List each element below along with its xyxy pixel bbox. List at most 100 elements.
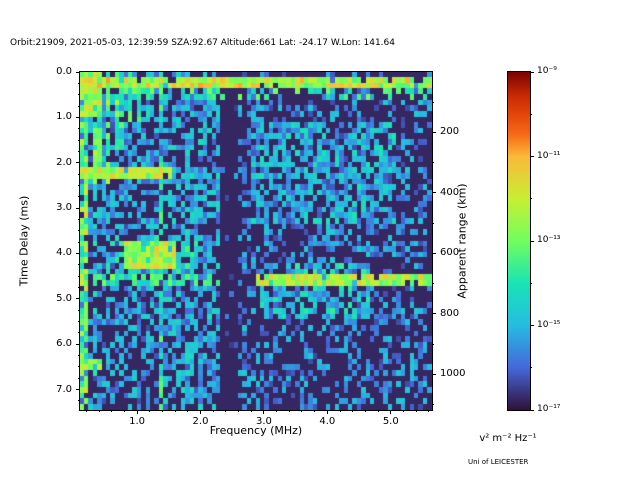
y-minor-tick xyxy=(78,366,80,368)
y-minor-tick xyxy=(78,377,80,379)
cbar-tick-label: 10⁻¹¹ xyxy=(537,150,561,161)
range-tick-label: 600 xyxy=(440,247,460,259)
y-minor-tick xyxy=(78,264,80,266)
y-minor-tick xyxy=(78,150,80,152)
credit-label: Uni of LEICESTER xyxy=(468,458,529,466)
range-tick xyxy=(432,131,436,133)
y-minor-tick xyxy=(78,355,80,357)
cbar-tick-label: 10⁻¹³ xyxy=(537,235,561,245)
y-minor-tick xyxy=(78,241,80,243)
range-tick-label: 1000 xyxy=(440,368,466,380)
range-tick-label: 200 xyxy=(440,126,460,138)
y-minor-tick xyxy=(78,309,80,311)
x-tick xyxy=(263,410,265,414)
y-tick-label: 7.0 xyxy=(56,383,72,395)
x-minor-tick xyxy=(85,410,87,412)
y-tick xyxy=(76,71,80,73)
x-minor-tick xyxy=(352,410,354,412)
x-tick xyxy=(390,410,392,414)
cbar-minor-tick xyxy=(530,113,532,115)
y-minor-tick xyxy=(78,94,80,96)
x-minor-tick xyxy=(123,410,125,412)
x-minor-tick xyxy=(377,410,379,412)
y-minor-tick xyxy=(78,275,80,277)
y-minor-tick xyxy=(78,139,80,141)
range-tick-label: 400 xyxy=(440,186,460,198)
cbar-tick xyxy=(530,71,534,73)
y-axis-label-right: Apparent range (km) xyxy=(455,183,469,299)
heatmap-canvas xyxy=(80,72,432,410)
plot-title: Orbit:21909, 2021-05-03, 12:39:59 SZA:92… xyxy=(10,38,395,48)
y-tick xyxy=(76,343,80,345)
range-minor-tick xyxy=(432,404,434,406)
y-tick-label: 4.0 xyxy=(56,247,72,259)
y-tick-label: 6.0 xyxy=(56,338,72,350)
x-minor-tick xyxy=(288,410,290,412)
cbar-minor-tick xyxy=(530,367,532,369)
cbar-minor-tick xyxy=(530,198,532,200)
y-minor-tick xyxy=(78,184,80,186)
x-minor-tick xyxy=(111,410,113,412)
x-minor-tick xyxy=(428,410,430,412)
cbar-tick-label: 10⁻¹⁵ xyxy=(537,319,561,330)
x-minor-tick xyxy=(174,410,176,412)
y-tick xyxy=(76,298,80,300)
range-tick xyxy=(432,192,436,194)
x-tick-label: 4.0 xyxy=(319,416,336,427)
y-minor-tick xyxy=(78,82,80,84)
x-minor-tick xyxy=(238,410,240,412)
x-minor-tick xyxy=(402,410,404,412)
y-tick xyxy=(76,389,80,391)
y-tick xyxy=(76,252,80,254)
range-tick xyxy=(432,313,436,315)
x-tick-label: 1.0 xyxy=(129,416,146,427)
x-minor-tick xyxy=(161,410,163,412)
range-tick xyxy=(432,252,436,254)
y-minor-tick xyxy=(78,105,80,107)
range-tick xyxy=(432,373,436,375)
y-axis-label-left: Time Delay (ms) xyxy=(17,195,31,287)
y-minor-tick xyxy=(78,173,80,175)
x-minor-tick xyxy=(149,410,151,412)
range-minor-tick xyxy=(432,222,434,224)
y-tick-label: 5.0 xyxy=(56,292,72,304)
y-minor-tick xyxy=(78,400,80,402)
x-tick-label: 2.0 xyxy=(192,416,209,427)
y-tick xyxy=(76,116,80,118)
x-minor-tick xyxy=(212,410,214,412)
heatmap-plot xyxy=(79,71,433,411)
x-minor-tick xyxy=(187,410,189,412)
y-tick xyxy=(76,162,80,164)
x-minor-tick xyxy=(415,410,417,412)
y-minor-tick xyxy=(78,230,80,232)
x-minor-tick xyxy=(98,410,100,412)
y-minor-tick xyxy=(78,196,80,198)
x-tick xyxy=(136,410,138,414)
cbar-tick-label: 10⁻¹⁷ xyxy=(537,404,561,414)
y-minor-tick xyxy=(78,332,80,334)
x-minor-tick xyxy=(339,410,341,412)
x-tick xyxy=(326,410,328,414)
y-minor-tick xyxy=(78,218,80,220)
y-minor-tick xyxy=(78,321,80,323)
colorbar xyxy=(507,71,531,411)
x-minor-tick xyxy=(364,410,366,412)
range-minor-tick xyxy=(432,283,434,285)
cbar-tick xyxy=(530,156,534,157)
y-tick-label: 3.0 xyxy=(56,202,72,214)
cbar-tick xyxy=(530,409,534,411)
cbar-minor-tick xyxy=(530,282,532,284)
cbar-tick-label: 10⁻⁹ xyxy=(537,66,557,76)
x-minor-tick xyxy=(301,410,303,412)
x-tick-label: 5.0 xyxy=(382,416,399,427)
colorbar-units-label: v² m⁻² Hz⁻¹ xyxy=(479,433,537,444)
y-minor-tick xyxy=(78,128,80,130)
range-minor-tick xyxy=(432,101,434,103)
range-minor-tick xyxy=(432,162,434,164)
x-tick-label: 3.0 xyxy=(255,416,272,427)
x-minor-tick xyxy=(276,410,278,412)
range-tick-label: 800 xyxy=(440,307,460,319)
cbar-tick xyxy=(530,325,534,326)
x-minor-tick xyxy=(314,410,316,412)
